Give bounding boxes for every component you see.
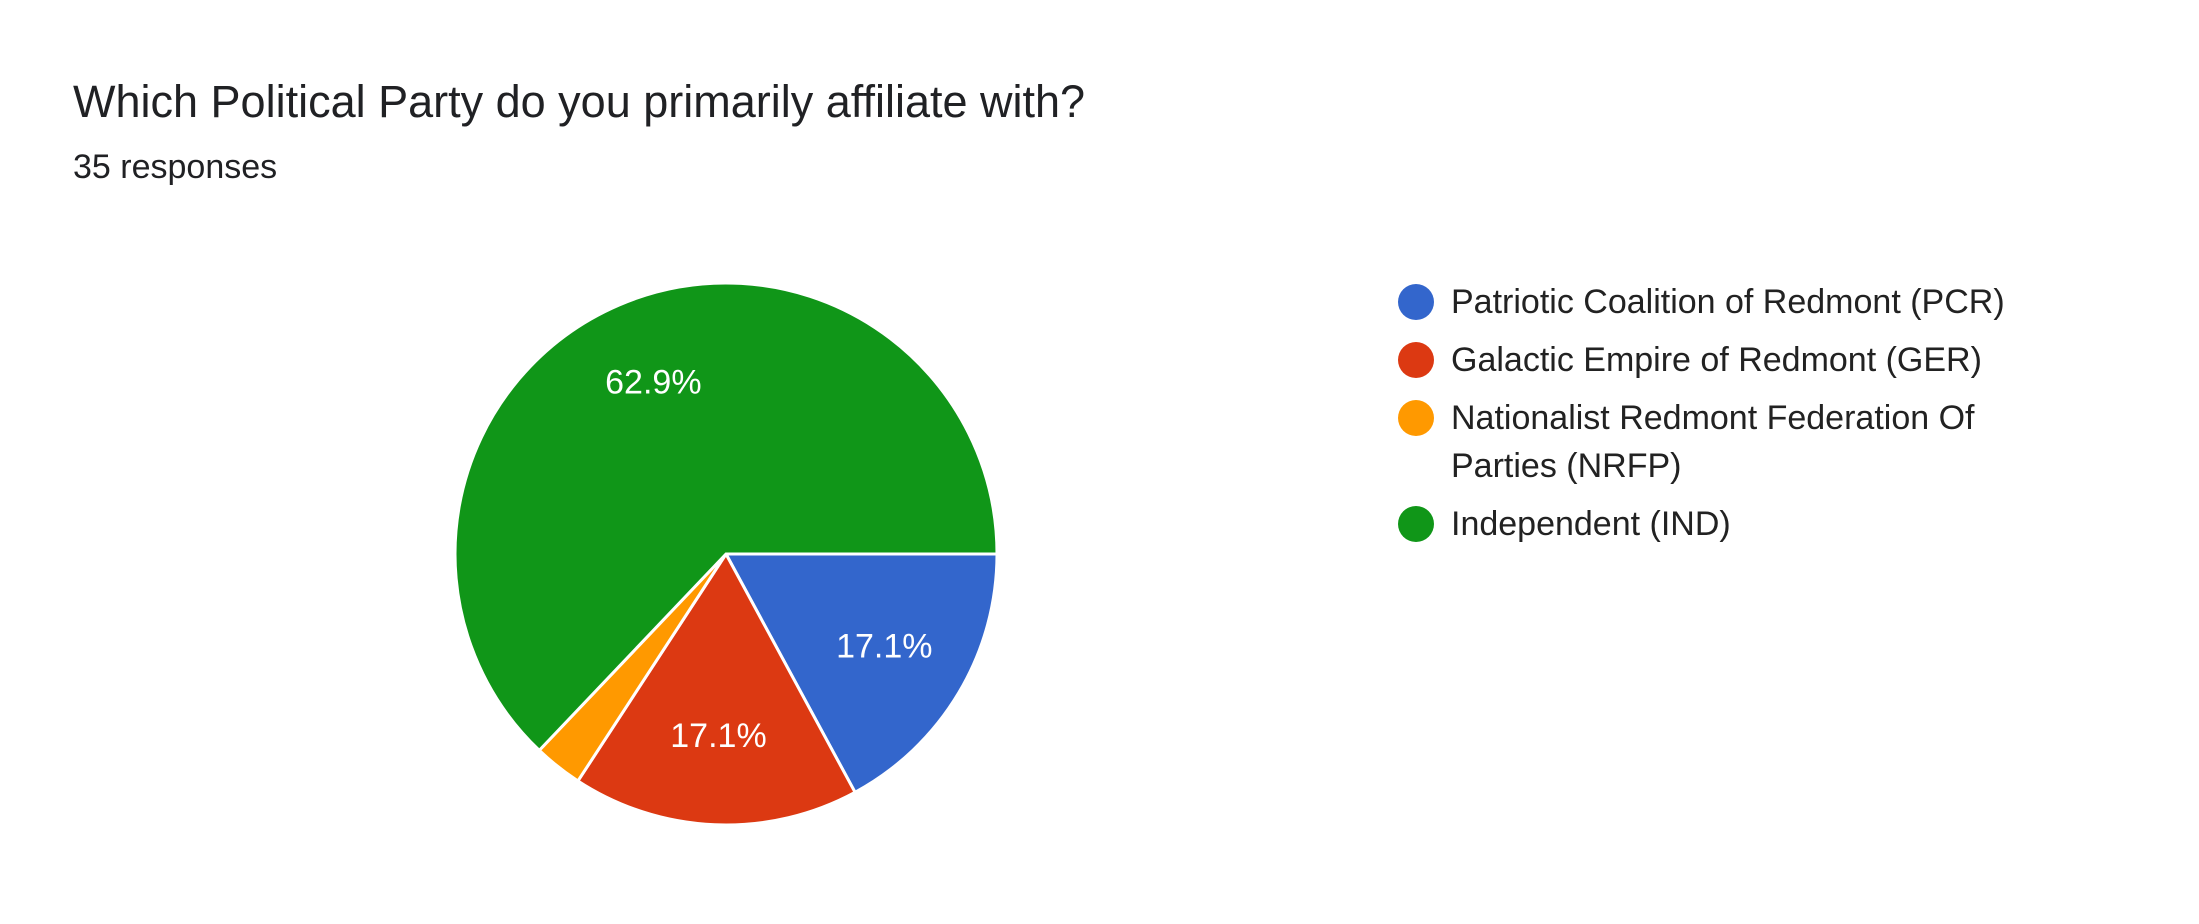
legend-label: Nationalist Redmont Federation Of Partie… [1451, 399, 1975, 485]
legend-item: Independent (IND) [1398, 500, 2058, 548]
legend-label: Independent (IND) [1451, 505, 1731, 543]
pie-slice [575, 551, 858, 827]
legend-swatch [1398, 506, 1434, 542]
legend-swatch [1398, 342, 1434, 378]
legend-swatch [1398, 284, 1434, 320]
chart-title: Which Political Party do you primarily a… [73, 76, 1086, 127]
legend-label: Patriotic Coalition of Redmont (PCR) [1451, 283, 2005, 321]
legend-item: Patriotic Coalition of Redmont (PCR) [1398, 278, 2058, 326]
legend-label: Galactic Empire of Redmont (GER) [1451, 341, 1982, 379]
chart-subtitle: 35 responses [73, 148, 278, 186]
data-label: 17.1% [670, 717, 766, 755]
data-label: 62.9% [605, 364, 701, 402]
legend-swatch [1398, 400, 1434, 436]
legend-item: Nationalist Redmont Federation Of Partie… [1398, 394, 2058, 490]
pie-slice [723, 552, 999, 795]
pie-slice [453, 281, 999, 753]
data-label: 17.1% [836, 627, 932, 665]
legend: Patriotic Coalition of Redmont (PCR) Gala… [1398, 278, 2058, 558]
legend-item: Galactic Empire of Redmont (GER) [1398, 336, 2058, 384]
